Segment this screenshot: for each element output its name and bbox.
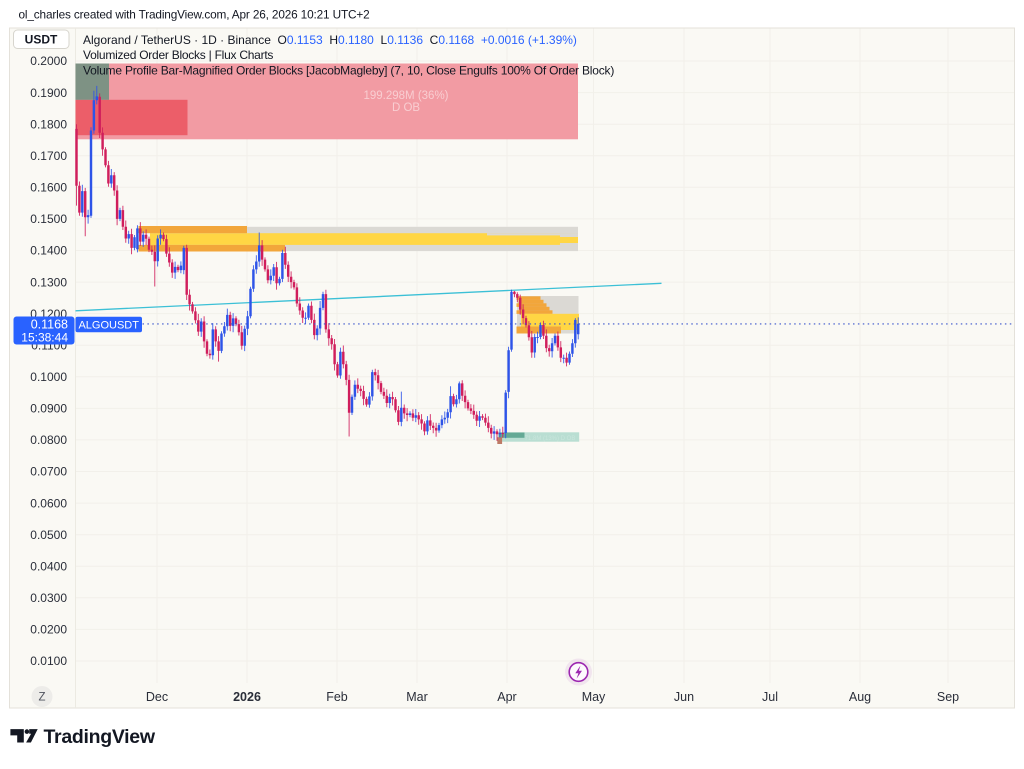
svg-text:0.1800: 0.1800: [30, 117, 67, 131]
svg-text:0.0300: 0.0300: [30, 591, 67, 605]
svg-text:0.0800: 0.0800: [30, 433, 67, 447]
svg-text:0.1600: 0.1600: [30, 181, 67, 195]
svg-text:TradingView: TradingView: [44, 726, 156, 748]
svg-text:71.8M (13%) D OB: 71.8M (13%) D OB: [525, 436, 576, 442]
svg-text:Algorand / TetherUS · 1D · Bin: Algorand / TetherUS · 1D · Binance O0.11…: [83, 33, 577, 47]
svg-text:0.1168: 0.1168: [31, 318, 68, 332]
svg-text:Jun: Jun: [674, 690, 694, 704]
svg-text:Feb: Feb: [326, 690, 348, 704]
svg-text:0.0900: 0.0900: [30, 402, 67, 416]
svg-text:Volume Profile Bar-Magnified O: Volume Profile Bar-Magnified Order Block…: [83, 64, 614, 78]
svg-text:0.0500: 0.0500: [30, 528, 67, 542]
svg-text:Sep: Sep: [937, 690, 959, 704]
svg-text:0.2000: 0.2000: [30, 54, 67, 68]
svg-text:0.0700: 0.0700: [30, 465, 67, 479]
svg-text:Jul: Jul: [762, 690, 778, 704]
svg-text:15:38:44: 15:38:44: [21, 331, 68, 345]
svg-text:0.0600: 0.0600: [30, 496, 67, 510]
svg-text:Z: Z: [38, 692, 45, 704]
svg-text:0.1900: 0.1900: [30, 86, 67, 100]
svg-text:0.0400: 0.0400: [30, 560, 67, 574]
svg-text:0.1000: 0.1000: [30, 370, 67, 384]
svg-text:ALGOUSDT: ALGOUSDT: [78, 320, 139, 332]
svg-text:Apr: Apr: [497, 690, 516, 704]
svg-text:Aug: Aug: [849, 690, 871, 704]
svg-text:0.0100: 0.0100: [30, 654, 67, 668]
svg-text:0.0200: 0.0200: [30, 623, 67, 637]
svg-text:0.1400: 0.1400: [30, 244, 67, 258]
svg-text:199.298M (36%): 199.298M (36%): [363, 90, 448, 102]
svg-text:0.1700: 0.1700: [30, 149, 67, 163]
svg-text:2026: 2026: [233, 690, 261, 704]
svg-text:Dec: Dec: [146, 690, 168, 704]
svg-text:ol_charles created with Tradin: ol_charles created with TradingView.com,…: [19, 8, 370, 22]
svg-text:USDT: USDT: [25, 32, 58, 46]
svg-text:D OB: D OB: [392, 102, 420, 114]
svg-text:0.1500: 0.1500: [30, 212, 67, 226]
svg-text:Volumized Order Blocks | Flux: Volumized Order Blocks | Flux Charts: [83, 48, 273, 62]
svg-text:May: May: [582, 690, 606, 704]
svg-text:Mar: Mar: [406, 690, 428, 704]
svg-text:0.1300: 0.1300: [30, 275, 67, 289]
